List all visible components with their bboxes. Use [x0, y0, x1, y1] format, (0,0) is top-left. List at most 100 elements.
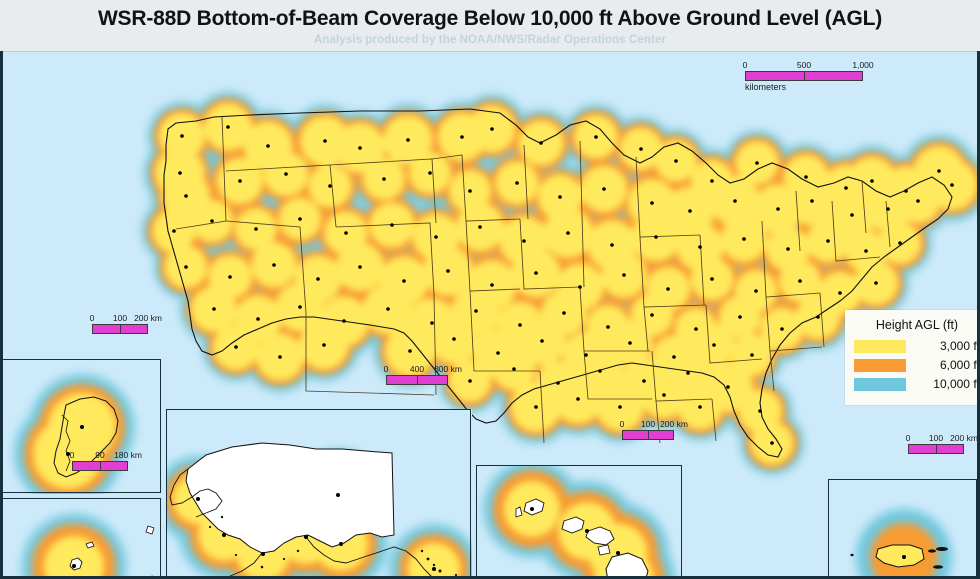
radar-site-marker [530, 507, 534, 511]
legend-label-3000: 3,000 ft [939, 339, 980, 353]
scalebar-pr: 0 100 200 km [906, 433, 978, 454]
frame-edge-right [977, 51, 980, 579]
radar-site-marker [184, 194, 188, 198]
radar-site-marker [750, 353, 754, 357]
radar-site-marker [886, 207, 890, 211]
frame-edge-bottom [0, 576, 980, 579]
radar-site-marker [694, 327, 698, 331]
legend-swatch-3000 [854, 339, 906, 353]
legend-title: Height AGL (ft) [875, 318, 959, 332]
radar-site-marker [390, 223, 394, 227]
legend-label-10000: 10,000 ft [933, 377, 980, 391]
radar-site-marker [298, 305, 302, 309]
radar-site-marker [266, 144, 270, 148]
radar-site-marker [712, 343, 716, 347]
radar-site-marker [180, 134, 184, 138]
radar-site-marker [515, 181, 519, 185]
inset-alaska [166, 409, 472, 579]
radar-site-marker [755, 161, 759, 165]
radar-site-marker [674, 159, 678, 163]
radar-site-marker [184, 265, 188, 269]
radar-site-marker [916, 199, 920, 203]
radar-site-marker [688, 209, 692, 213]
radar-site-marker [72, 564, 76, 568]
header-bar: WSR-88D Bottom-of-Beam Coverage Below 10… [0, 0, 980, 52]
radar-site-marker [754, 289, 758, 293]
radar-site-marker [344, 231, 348, 235]
radar-site-marker [432, 567, 436, 571]
radar-site-marker [904, 189, 908, 193]
inset-korea [2, 359, 162, 494]
radar-site-marker [342, 319, 346, 323]
radar-site-marker [518, 323, 522, 327]
radar-site-marker [733, 199, 737, 203]
scalebar-hawaii: 0 100 200 km [620, 419, 688, 440]
radar-site-marker [598, 369, 602, 373]
radar-site-marker [254, 227, 258, 231]
legend-row: 3,000 ft [854, 339, 980, 353]
radar-site-marker [816, 315, 820, 319]
radar-site-marker [460, 135, 464, 139]
radar-site-marker [336, 493, 340, 497]
radar-site-marker [490, 283, 494, 287]
radar-site-marker [566, 231, 570, 235]
radar-site-marker [602, 187, 606, 191]
radar-site-marker [628, 341, 632, 345]
radar-site-marker [610, 243, 614, 247]
radar-site-marker [212, 307, 216, 311]
radar-site-marker [522, 239, 526, 243]
radar-site-marker [618, 405, 622, 409]
radar-site-marker [616, 551, 620, 555]
radar-site-marker [534, 271, 538, 275]
radar-site-marker [758, 409, 762, 413]
radar-site-marker [786, 247, 790, 251]
radar-site-marker [950, 183, 954, 187]
radar-site-marker [238, 179, 242, 183]
radar-site-marker [196, 497, 200, 501]
radar-site-marker [738, 315, 742, 319]
radar-site-marker [386, 307, 390, 311]
radar-site-marker [742, 237, 746, 241]
radar-site-marker [323, 139, 327, 143]
radar-site-marker [234, 345, 238, 349]
map-canvas [0, 51, 980, 579]
radar-site-marker [474, 309, 478, 313]
scalebar-conus-unit: kilometers [745, 82, 787, 92]
legend-row: 10,000 ft [854, 377, 980, 391]
radar-site-marker [562, 311, 566, 315]
radar-site-marker [804, 175, 808, 179]
radar-site-marker [698, 405, 702, 409]
radar-site-marker [272, 263, 276, 267]
radar-site-marker [430, 321, 434, 325]
radar-site-marker [304, 535, 308, 539]
radar-site-marker [650, 313, 654, 317]
radar-site-marker [512, 367, 516, 371]
inset-frame-pr [828, 479, 977, 578]
inset-puerto-rico [828, 479, 978, 579]
page-title: WSR-88D Bottom-of-Beam Coverage Below 10… [97, 7, 883, 30]
radar-site-marker [666, 287, 670, 291]
scalebar-alaska-bar [386, 375, 448, 385]
conus-outline [163, 108, 953, 458]
radar-site-marker [534, 405, 538, 409]
inset-frame-guam [2, 498, 161, 578]
radar-site-marker [826, 239, 830, 243]
radar-site-marker [490, 127, 494, 131]
radar-site-marker [585, 529, 589, 533]
radar-site-marker [382, 177, 386, 181]
inset-frame-hawaii [476, 465, 682, 578]
radar-site-marker [284, 172, 288, 176]
radar-site-marker [539, 141, 543, 145]
radar-site-marker [770, 441, 774, 445]
radar-site-marker [902, 555, 906, 559]
radar-site-marker [358, 265, 362, 269]
radar-site-marker [780, 327, 784, 331]
frame-edge-left [0, 51, 3, 579]
page-subtitle: Analysis produced by the NOAA/NWS/Radar … [313, 34, 667, 46]
radar-site-marker [446, 269, 450, 273]
radar-site-marker [776, 207, 780, 211]
radar-site-marker [222, 533, 226, 537]
radar-site-marker [408, 349, 412, 353]
scalebar-pr-bar [908, 444, 964, 454]
